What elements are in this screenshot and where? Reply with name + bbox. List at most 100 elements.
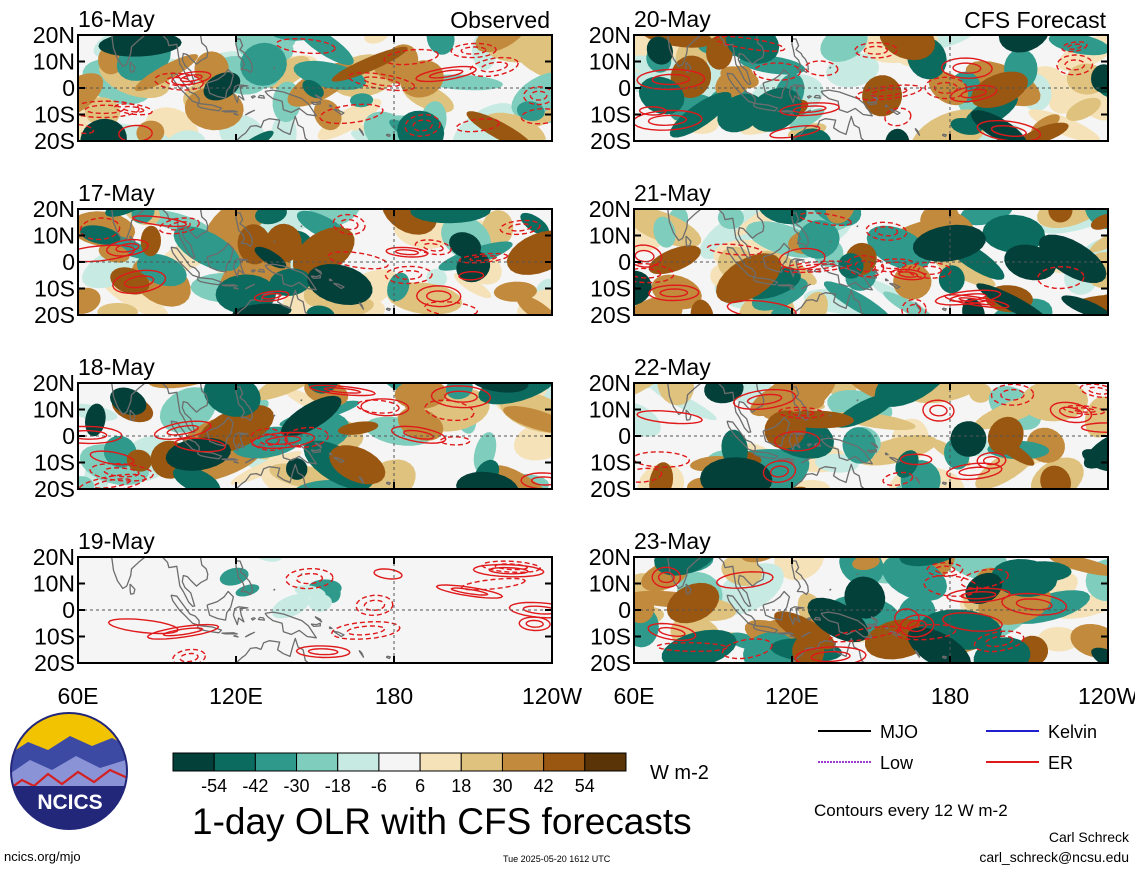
er-contour-positive (308, 384, 377, 397)
coastline (829, 66, 832, 69)
coastline (328, 626, 333, 630)
coastline (235, 646, 262, 663)
er-contour-negative (874, 226, 899, 237)
coastline (310, 448, 321, 454)
coastline (244, 457, 256, 464)
x-tick-label: 120W (1078, 683, 1135, 709)
er-contour-negative (880, 261, 908, 270)
er-contour-positive (115, 243, 140, 253)
olr-anomaly-field (78, 557, 552, 663)
olr-anomaly-cell (329, 445, 386, 485)
panel-date-label: 23-May (634, 528, 711, 554)
er-contour-negative (990, 383, 1035, 406)
y-tick-label: 20N (33, 196, 75, 222)
olr-anomaly-cell (799, 291, 828, 315)
coastline (717, 209, 765, 259)
er-contour-positive (443, 390, 478, 403)
olr-anomaly-field (78, 383, 552, 489)
coastline (170, 246, 200, 279)
panel-date-label: 20-May (634, 6, 711, 32)
coastline (333, 108, 345, 116)
coastline (870, 442, 879, 449)
er-contour-positive (390, 425, 447, 444)
olr-anomaly-cell (254, 246, 287, 269)
coastline (777, 284, 794, 287)
olr-anomaly-cell (789, 108, 825, 131)
coastline (789, 634, 795, 638)
er-contour-positive (78, 425, 123, 445)
er-contour-positive (166, 424, 200, 436)
coastline (161, 35, 209, 85)
olr-anomaly-cell (1037, 627, 1080, 652)
er-contour-positive (651, 73, 691, 86)
er-contour-positive (976, 120, 1042, 141)
author-email[interactable]: carl_schreck@ncsu.edu (979, 849, 1129, 865)
coastline (856, 399, 859, 402)
coastline (170, 594, 200, 627)
er-contour-positive (647, 114, 688, 127)
olr-anomaly-cell (1091, 64, 1108, 94)
y-tick-label: 10N (33, 223, 75, 249)
coastline (264, 263, 317, 291)
er-contour-positive (307, 648, 339, 656)
olr-anomaly-cell (912, 224, 986, 262)
y-tick-label: 20N (589, 22, 631, 48)
coastline (889, 630, 901, 638)
source-url[interactable]: ncics.org/mjo (4, 849, 81, 864)
colorbar-swatch (254, 752, 298, 772)
olr-anomaly-cell (879, 35, 936, 61)
olr-anomaly-cell (98, 243, 130, 263)
olr-anomaly-cell (774, 557, 824, 581)
olr-anomaly-cell (78, 287, 101, 314)
er-contour-positive (261, 293, 282, 300)
olr-anomaly-cell (824, 281, 889, 315)
er-contour-positive (762, 460, 797, 484)
er-contour-negative (179, 652, 199, 663)
er-contour-positive (265, 435, 302, 445)
olr-anomaly-cell (148, 383, 201, 389)
olr-anomaly-cell (690, 299, 714, 315)
figure-title: 1-day OLR with CFS forecasts (192, 801, 692, 842)
er-contour-negative (347, 72, 416, 92)
er-contour-negative (714, 35, 786, 52)
coastline (232, 84, 249, 104)
colorbar-tick-label: 30 (492, 776, 512, 796)
olr-anomaly-cell (982, 214, 1045, 253)
er-contour-negative (828, 625, 901, 643)
coastline (914, 127, 921, 136)
er-contour-negative (103, 467, 140, 478)
y-tick-label: 10S (34, 450, 75, 476)
coastline (273, 588, 276, 591)
coastline (232, 432, 249, 452)
y-tick-label: 10S (590, 102, 631, 128)
er-contour-negative (1000, 388, 1025, 401)
er-contour-positive (773, 430, 821, 452)
olr-anomaly-cell (990, 434, 1035, 466)
coastline (111, 383, 146, 416)
olr-anomaly-field (634, 35, 1108, 141)
colorbar-swatch (296, 752, 339, 772)
coastline (244, 283, 256, 290)
er-contour-positive (518, 616, 551, 632)
coastline (806, 443, 812, 447)
coastline (820, 263, 873, 291)
er-contour-positive (792, 105, 827, 114)
coastline (310, 100, 321, 106)
coastline (762, 416, 791, 447)
coastline (264, 89, 317, 117)
coastline (129, 61, 136, 73)
er-contour-positive (659, 288, 689, 298)
er-contour-positive (976, 451, 1007, 470)
er-contour-positive (174, 437, 227, 453)
coastline (257, 94, 266, 99)
olr-anomaly-cell (426, 35, 455, 55)
coastline (941, 307, 947, 312)
er-contour-positive (123, 275, 155, 289)
er-contour-positive (415, 285, 462, 308)
olr-anomaly-cell (281, 395, 342, 437)
colorbar-swatch (419, 752, 462, 772)
coastline (328, 452, 333, 456)
y-tick-label: 10S (590, 624, 631, 650)
olr-anomaly-cell (397, 110, 445, 141)
